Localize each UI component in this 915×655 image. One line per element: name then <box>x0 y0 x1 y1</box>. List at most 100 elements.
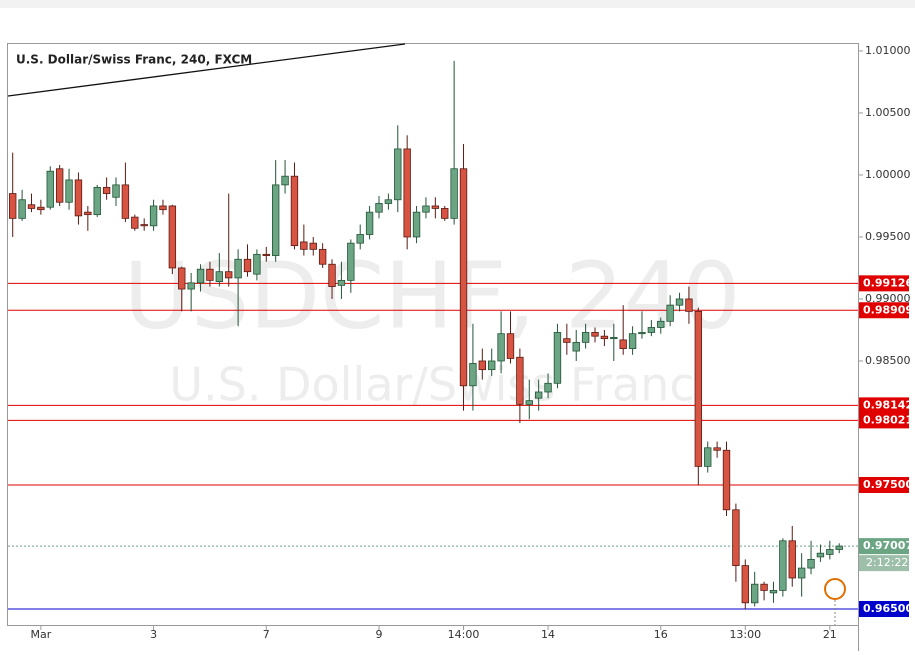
candle-body <box>196 268 205 284</box>
candle-body <box>732 509 740 566</box>
candle-body <box>309 242 317 250</box>
x-tick-label: 21 <box>823 628 837 641</box>
candle-body <box>647 327 656 333</box>
candle-body <box>450 168 458 219</box>
level-label-bg <box>859 601 909 618</box>
candle-body <box>516 356 524 405</box>
candle-body <box>121 184 130 219</box>
candle-body <box>657 320 665 328</box>
candles <box>9 60 843 610</box>
candle-body <box>215 271 224 283</box>
x-tick-label: 13:00 <box>729 628 761 641</box>
candle-body <box>422 205 430 213</box>
candle-body <box>628 333 637 349</box>
candle-body <box>469 363 477 387</box>
candle-body <box>159 205 167 211</box>
x-tick-label: Mar <box>30 628 51 641</box>
candle-body <box>685 298 693 312</box>
candle-body <box>572 341 580 352</box>
candle-body <box>553 332 562 384</box>
candle-body <box>563 338 571 343</box>
candle-body <box>835 545 843 550</box>
candle-body <box>722 449 731 511</box>
candle-body <box>37 206 45 211</box>
candle-body <box>253 253 261 275</box>
candle-body <box>600 335 609 340</box>
candle-body <box>704 447 712 467</box>
candle-body <box>337 279 346 286</box>
candle-body <box>65 179 73 203</box>
candle-body <box>281 175 289 186</box>
trend-line <box>7 43 406 97</box>
candle-body <box>807 558 815 569</box>
candle-body <box>769 590 778 594</box>
candle-body <box>187 282 195 290</box>
candle-body <box>262 253 270 256</box>
x-tick-label: 16 <box>654 628 668 641</box>
candle-body <box>102 186 111 194</box>
level-label: 0.98142 <box>863 398 913 411</box>
candle-body <box>318 248 327 265</box>
x-tick-label: 14:00 <box>448 628 480 641</box>
candle-body <box>9 193 17 219</box>
countdown-bg <box>859 555 909 572</box>
level-label: 0.98021 <box>863 413 913 426</box>
candle-body <box>779 540 787 591</box>
level-label: 0.97007 <box>863 539 913 552</box>
y-tick-label: 0.99500 <box>865 230 911 243</box>
candle-body <box>591 332 599 337</box>
candle-body <box>506 333 515 359</box>
level-label: 0.99126 <box>863 276 913 289</box>
level-label-bg <box>859 397 909 414</box>
candle-body <box>741 565 749 604</box>
candle-body <box>750 583 759 604</box>
level-label: 0.96500 <box>863 602 913 615</box>
levels <box>8 282 858 610</box>
x-tick-label: 7 <box>263 628 270 641</box>
level-label-bg <box>859 538 909 555</box>
candle-body <box>619 339 627 349</box>
candle-body <box>225 271 233 279</box>
candle-body <box>375 203 383 213</box>
top-bar <box>0 0 915 8</box>
level-label-bg <box>859 476 909 493</box>
axes: 1.01000 1.00500 1.00000 0.99500 0.99000 0.985… <box>30 44 913 641</box>
candle-body <box>149 205 158 227</box>
x-tick-label: 14 <box>541 628 555 641</box>
candle-body <box>816 552 825 558</box>
level-label: 0.97500 <box>863 478 913 491</box>
candle-body <box>760 583 768 591</box>
event-icon <box>824 578 846 600</box>
candle-body <box>55 168 64 203</box>
candle-body <box>488 360 496 371</box>
candle-body <box>394 148 402 201</box>
candle-body <box>431 205 440 209</box>
candle-body <box>826 549 834 555</box>
candle-body <box>27 204 36 209</box>
level-label-bg <box>859 412 909 429</box>
x-tick-label: 3 <box>150 628 157 641</box>
y-tick-label: 1.00000 <box>865 168 911 181</box>
candle-body <box>112 184 120 198</box>
candle-body <box>178 267 186 290</box>
candle-body <box>459 168 468 387</box>
countdown: 2:12:22 <box>866 556 908 569</box>
candle-body <box>534 391 543 399</box>
level-label-bg <box>859 275 909 292</box>
candle-body <box>347 242 355 281</box>
candle-body <box>403 148 411 238</box>
candle-body <box>694 310 703 467</box>
candle-body <box>412 211 421 238</box>
y-tick-label: 1.01000 <box>865 44 911 57</box>
candle-body <box>140 224 148 227</box>
candle-body <box>356 234 364 244</box>
x-tick-label: 9 <box>375 628 382 641</box>
candle-body <box>441 208 449 219</box>
y-tick-label: 0.98500 <box>865 354 911 367</box>
candle-body <box>131 216 139 229</box>
y-tick-label: 0.99000 <box>865 292 911 305</box>
candle-body <box>497 333 505 362</box>
candle-body <box>93 186 101 216</box>
